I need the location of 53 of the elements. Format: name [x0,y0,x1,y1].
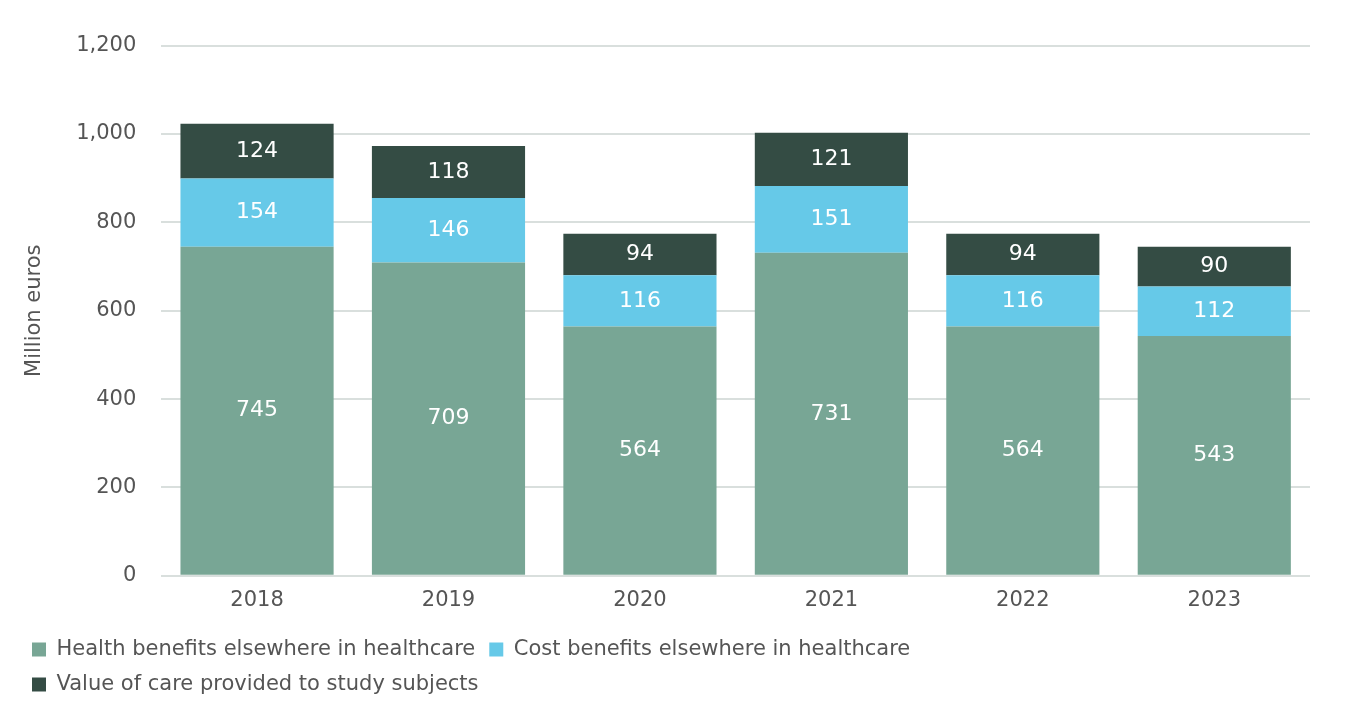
bar [754,186,908,253]
data-label: 124 [236,136,279,162]
bar [371,198,526,263]
legend-label: Health benefits elsewhere in healthcare [56,635,476,660]
bar [371,145,526,199]
legend-label: Cost benefits elsewhere in healthcare [513,635,911,660]
y-tick-label: 400 [96,385,137,410]
y-tick-label: 1,200 [76,32,137,57]
bar [946,275,1100,327]
bar [1137,246,1291,287]
y-tick-label: 200 [96,473,137,498]
bar [946,233,1100,276]
bar [754,132,908,187]
bar [180,246,334,575]
x-tick-label: 2022 [996,586,1050,611]
data-label: 121 [810,145,853,171]
legend-label: Value of care provided to study subjects [56,670,479,695]
data-label: 151 [810,205,853,231]
y-axis-title: Million euros [21,244,46,377]
bar [754,252,908,575]
bar [180,123,334,179]
data-label: 745 [236,396,279,422]
data-label: 564 [618,436,661,462]
bar [371,262,526,575]
data-label: 564 [1001,436,1044,462]
x-tick-label: 2021 [804,586,859,611]
y-tick-label: 800 [96,208,137,233]
data-label: 90 [1200,252,1229,278]
data-label: 731 [810,399,853,425]
data-label: 94 [625,240,654,266]
y-tick-label: 1,000 [76,120,137,145]
data-label: 116 [1001,286,1044,312]
bar [1137,286,1291,336]
x-tick-label: 2023 [1187,586,1241,611]
bar [563,326,717,575]
bar [946,326,1100,575]
data-label: 543 [1193,441,1236,467]
data-label: 112 [1193,296,1236,322]
data-label: 116 [618,286,661,312]
x-tick-label: 2020 [613,586,667,611]
bar [563,233,717,276]
data-label: 118 [427,157,470,183]
data-label: 709 [427,404,470,430]
data-label: 146 [427,216,470,242]
x-tick-label: 2018 [230,586,284,611]
bar [563,275,717,327]
data-label: 94 [1008,240,1037,266]
y-tick-label: 600 [96,297,137,322]
data-label: 154 [236,198,279,224]
bar [180,178,334,247]
x-tick-label: 2019 [421,586,476,611]
bar [1137,335,1291,575]
y-tick-label: 0 [122,562,137,587]
